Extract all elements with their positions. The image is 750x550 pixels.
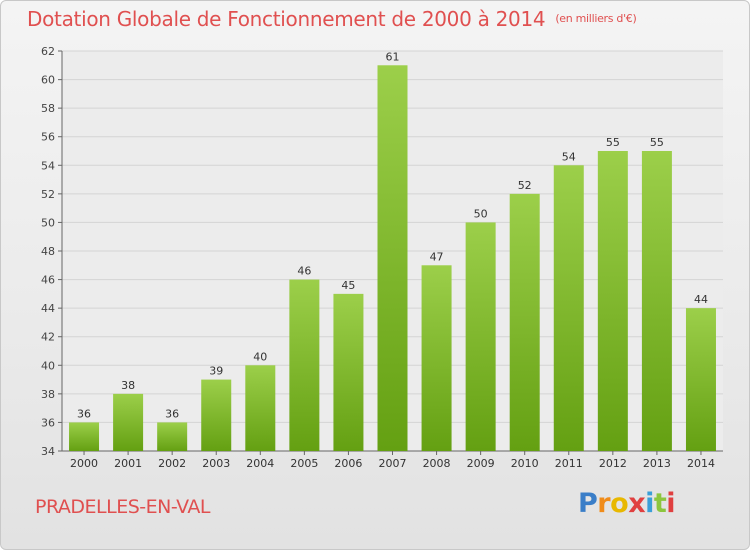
x-tick-label-2012: 2012 [599, 457, 627, 470]
x-tick-label-2000: 2000 [70, 457, 98, 470]
bar-2009 [465, 222, 496, 451]
x-tick-label-2008: 2008 [423, 457, 451, 470]
bar-2000 [69, 422, 100, 451]
bar-2001 [113, 393, 144, 451]
x-tick-label-2009: 2009 [467, 457, 495, 470]
bar-2008 [421, 265, 452, 451]
value-label-2004: 40 [253, 350, 267, 363]
y-tick-label: 54 [41, 159, 55, 172]
bar-2010 [509, 193, 540, 451]
value-label-2000: 36 [77, 407, 91, 420]
y-tick-label: 58 [41, 102, 55, 115]
logo-letter: r [597, 488, 611, 519]
bar-2011 [553, 165, 584, 452]
x-tick-label-2011: 2011 [555, 457, 583, 470]
logo-letter: i [666, 488, 676, 519]
value-label-2010: 52 [518, 179, 532, 192]
y-tick-label: 36 [41, 416, 55, 429]
bar-2003 [201, 379, 232, 451]
value-label-2014: 44 [694, 293, 708, 306]
x-tick-label-2014: 2014 [687, 457, 715, 470]
logo-letter: t [653, 488, 667, 519]
bar-2006 [333, 293, 364, 451]
bar-2012 [597, 151, 628, 451]
bar-2004 [245, 365, 276, 451]
y-tick-label: 50 [41, 216, 55, 229]
value-label-2006: 45 [341, 279, 355, 292]
y-tick-label: 38 [41, 388, 55, 401]
logo-letter: o [610, 488, 629, 519]
logo-letter: i [645, 488, 654, 519]
bar-2013 [641, 151, 672, 451]
bar-2002 [157, 422, 188, 451]
value-label-2009: 50 [474, 207, 488, 220]
logo-letter: x [628, 488, 646, 519]
x-tick-label-2003: 2003 [202, 457, 230, 470]
chart-title: Dotation Globale de Fonctionnement de 20… [27, 7, 637, 31]
bar-2014 [685, 308, 716, 451]
y-tick-label: 40 [41, 359, 55, 372]
x-tick-label-2006: 2006 [334, 457, 362, 470]
value-label-2001: 38 [121, 379, 135, 392]
commune-name: PRADELLES-EN-VAL [35, 496, 210, 518]
y-tick-label: 34 [41, 445, 55, 458]
x-tick-label-2004: 2004 [246, 457, 274, 470]
y-tick-label: 56 [41, 131, 55, 144]
value-label-2008: 47 [430, 250, 444, 263]
chart-title-text: Dotation Globale de Fonctionnement de 20… [27, 7, 546, 31]
value-label-2007: 61 [386, 50, 400, 63]
y-tick-label: 46 [41, 274, 55, 287]
value-label-2011: 54 [562, 150, 576, 163]
logo-letter: P [578, 488, 598, 519]
chart-subtitle: (en milliers d'€) [555, 12, 637, 25]
y-tick-label: 60 [41, 74, 55, 87]
y-tick-label: 42 [41, 331, 55, 344]
y-tick-label: 52 [41, 188, 55, 201]
bar-2007 [377, 65, 408, 452]
x-tick-label-2001: 2001 [114, 457, 142, 470]
x-tick-label-2013: 2013 [643, 457, 671, 470]
proxiti-logo: Proxiti [578, 488, 676, 519]
value-label-2003: 39 [209, 365, 223, 378]
x-tick-label-2002: 2002 [158, 457, 186, 470]
value-label-2005: 46 [297, 265, 311, 278]
value-label-2002: 36 [165, 407, 179, 420]
y-tick-label: 48 [41, 245, 55, 258]
value-label-2013: 55 [650, 136, 664, 149]
x-tick-label-2005: 2005 [290, 457, 318, 470]
value-label-2012: 55 [606, 136, 620, 149]
y-tick-label: 62 [41, 45, 55, 58]
bar-2005 [289, 279, 320, 451]
x-tick-label-2007: 2007 [379, 457, 407, 470]
y-tick-label: 44 [41, 302, 55, 315]
x-tick-label-2010: 2010 [511, 457, 539, 470]
